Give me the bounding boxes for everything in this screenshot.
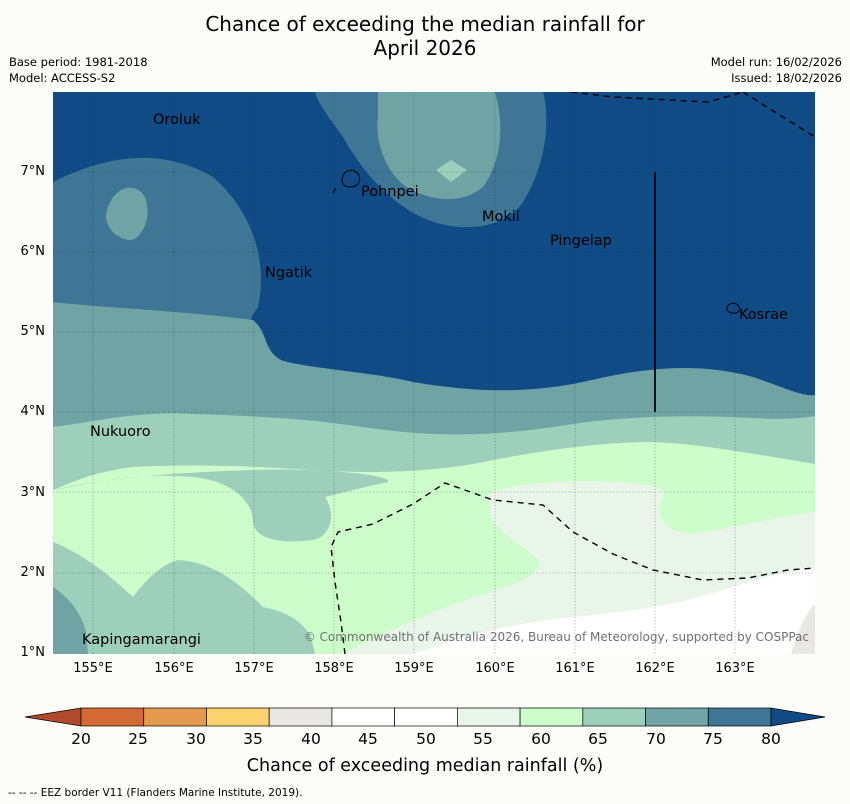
lat-label-5n: 5°N (20, 324, 46, 339)
title-line-1: Chance of exceeding the median rainfall … (205, 12, 645, 36)
lon-label-162e: 162°E (635, 661, 675, 676)
colorbar (24, 707, 826, 727)
place-pingelap: Pingelap (550, 233, 612, 249)
meta-right: Model run: 16/02/2026 Issued: 18/02/2026 (711, 54, 842, 86)
colorbar-segment (331, 707, 395, 727)
colorbar-under-arrow (24, 707, 82, 727)
eez-footnote: -- -- -- EEZ border V11 (Flanders Marine… (8, 787, 303, 799)
colorbar-segment (707, 707, 772, 727)
cb-tick: 55 (473, 730, 493, 748)
colorbar-segment (519, 707, 584, 727)
lon-label-155e: 155°E (73, 661, 113, 676)
cb-tick: 30 (186, 730, 206, 748)
lon-label-156e: 156°E (154, 661, 194, 676)
colorbar-segment (268, 707, 333, 727)
cb-tick: 35 (243, 730, 263, 748)
colorbar-segment (394, 707, 458, 727)
band-65-70-southwest (53, 587, 88, 654)
colorbar-segment (645, 707, 709, 727)
band-45-50 (413, 568, 815, 654)
place-pohnpei: Pohnpei (361, 184, 419, 200)
band-60-65-southwest (53, 469, 388, 542)
lat-label-2n: 2°N (20, 565, 46, 580)
issued-date: Issued: 18/02/2026 (731, 71, 842, 85)
place-ngatik: Ngatik (265, 265, 313, 281)
colorbar-segment (457, 707, 521, 727)
cb-tick: 45 (358, 730, 378, 748)
cb-tick: 65 (588, 730, 608, 748)
lon-label-158e: 158°E (314, 661, 354, 676)
colorbar-segment (143, 707, 207, 727)
cb-tick: 50 (416, 730, 436, 748)
kosrae-island (726, 302, 740, 314)
model-name: Model: ACCESS-S2 (9, 71, 116, 85)
lon-label-163e: 163°E (715, 661, 755, 676)
map-panel: Oroluk Pohnpei Mokil Pingelap Ngatik Kos… (53, 92, 815, 654)
cb-tick: 80 (761, 730, 781, 748)
colorbar-segment (80, 707, 145, 727)
cb-tick: 75 (703, 730, 723, 748)
band-65-70-north (377, 92, 501, 200)
lon-label-160e: 160°E (475, 661, 515, 676)
band-40-45 (791, 604, 815, 654)
eez-border (330, 92, 815, 654)
map-contours (53, 92, 815, 654)
pohnpei-island (341, 169, 361, 188)
copyright-credit: © Commonwealth of Australia 2026, Bureau… (303, 630, 809, 644)
cb-tick: 40 (301, 730, 321, 748)
lat-label-6n: 6°N (20, 244, 46, 259)
lon-label-159e: 159°E (394, 661, 434, 676)
place-kapingamarangi: Kapingamarangi (82, 632, 201, 648)
lon-label-157e: 157°E (234, 661, 274, 676)
lat-label-7n: 7°N (20, 164, 46, 179)
cb-tick: 60 (531, 730, 551, 748)
band-60-65-south (53, 542, 315, 654)
meta-left: Base period: 1981-2018 Model: ACCESS-S2 (9, 54, 148, 86)
pohnpei-islet (332, 187, 337, 194)
map-title: Chance of exceeding the median rainfall … (0, 12, 850, 60)
title-line-2: April 2026 (373, 36, 477, 60)
colorbar-segment (582, 707, 646, 727)
cb-tick: 70 (646, 730, 666, 748)
base-period: Base period: 1981-2018 (9, 55, 148, 69)
model-run: Model run: 16/02/2026 (710, 55, 842, 69)
band-65-70-west (105, 187, 148, 241)
lat-label-3n: 3°N (20, 485, 46, 500)
lon-label-161e: 161°E (555, 661, 595, 676)
cb-tick: 20 (71, 730, 91, 748)
lat-label-4n: 4°N (20, 404, 46, 419)
place-oroluk: Oroluk (153, 112, 201, 128)
band-60-65-north-blob (436, 160, 467, 182)
colorbar-label: Chance of exceeding median rainfall (%) (246, 756, 604, 776)
cb-tick: 25 (128, 730, 148, 748)
place-mokil: Mokil (482, 209, 520, 225)
place-nukuoro: Nukuoro (90, 424, 151, 440)
colorbar-segment (206, 707, 270, 727)
place-kosrae: Kosrae (739, 307, 788, 323)
lat-label-1n: 1°N (20, 645, 46, 660)
colorbar-over-arrow (770, 707, 826, 727)
